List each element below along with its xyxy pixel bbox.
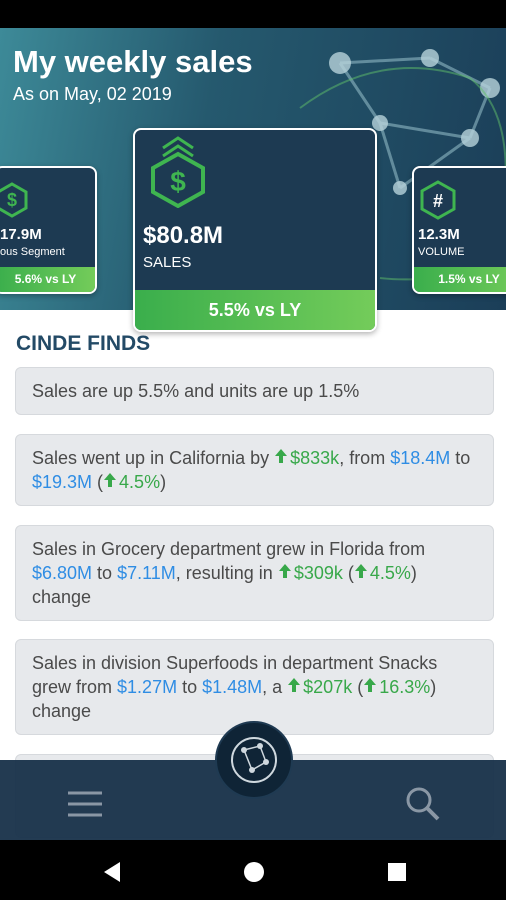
svg-text:$: $ (7, 190, 17, 210)
system-buttons (104, 862, 406, 882)
nav-icons (68, 787, 440, 821)
card-label: VOLUME (418, 246, 465, 258)
card-value: $80.8M (143, 222, 224, 249)
svg-text:$: $ (170, 166, 186, 197)
up-arrow (278, 564, 291, 578)
kpi-card[interactable]: # 12.3M VOLUME 1.5% vs LY (412, 166, 506, 294)
finding-text: Sales went up in California by (32, 448, 275, 468)
status-bar (0, 0, 506, 28)
up-arrow (104, 473, 117, 487)
svg-text:#: # (433, 191, 443, 211)
finding-text: $1.48M (202, 677, 263, 697)
subtitle: As on May, 02 2019 (13, 84, 172, 104)
card-label: SALES (143, 254, 192, 271)
kpi-card[interactable]: $ $80.8M SALES 5.5% vs LY (133, 128, 377, 332)
assistant-button[interactable] (214, 720, 294, 800)
finding-card[interactable]: Sales are up 5.5% and units are up 1.5% (15, 367, 494, 415)
card-value: 17.9M (0, 226, 42, 243)
icon: # (420, 180, 456, 220)
finding-text: 16.3% (379, 677, 431, 697)
finding-card[interactable]: Sales in Grocery department grew in Flor… (15, 525, 494, 621)
finding-text: $207k (303, 677, 353, 697)
finding-text: $19.3M (32, 472, 93, 492)
finding-text: ( (92, 472, 104, 492)
title: My weekly sales (13, 44, 253, 79)
finding-text: 4.5% (369, 563, 411, 583)
kpi-card[interactable]: $ 17.9M ous Segment 5.6% vs LY (0, 166, 97, 294)
finding-text: $6.80M (32, 563, 93, 583)
up-arrow (354, 564, 367, 578)
finding-text: ) change (32, 677, 437, 721)
finding-text: $18.4M (390, 448, 451, 468)
finding-text: $833k (290, 448, 340, 468)
finding-text: $7.11M (117, 563, 176, 583)
finding-text: to (92, 563, 118, 583)
finding-text: $1.27M (117, 677, 178, 697)
finding-text: $309k (293, 563, 343, 583)
finding-text: , a (262, 677, 288, 697)
card-change: 5.6% vs LY (0, 267, 95, 292)
finding-text: , from (339, 448, 391, 468)
system-nav (0, 840, 506, 900)
finding-text: ( (342, 563, 354, 583)
section-title: CINDE FINDS (16, 332, 151, 355)
finding-text: ( (352, 677, 364, 697)
card-change: 5.5% vs LY (135, 290, 375, 330)
card-value: 12.3M (418, 226, 460, 243)
finding-text: ) change (32, 563, 417, 607)
up-arrow (364, 678, 377, 692)
finding-text: Sales in Grocery department grew in Flor… (32, 539, 426, 559)
finding-card[interactable]: Sales went up in California by $833k, fr… (15, 434, 494, 506)
finding-card[interactable]: Sales in division Superfoods in departme… (15, 639, 494, 735)
card-change: 1.5% vs LY (414, 267, 506, 292)
icon: $ (151, 136, 205, 208)
finding-text: Sales are up 5.5% and units are up 1.5% (32, 381, 360, 401)
finding-text: to (177, 677, 203, 697)
header-decoration (299, 49, 506, 281)
up-arrow (275, 449, 288, 463)
up-arrow (288, 678, 301, 692)
finding-text: Sales in division Superfoods in departme… (32, 653, 438, 697)
icon: $ (0, 182, 28, 218)
finding-text: ) (160, 472, 167, 492)
card-label: ous Segment (0, 246, 65, 258)
finding-text: 4.5% (119, 472, 161, 492)
finding-text: to (450, 448, 471, 468)
finding-text: , resulting in (175, 563, 278, 583)
